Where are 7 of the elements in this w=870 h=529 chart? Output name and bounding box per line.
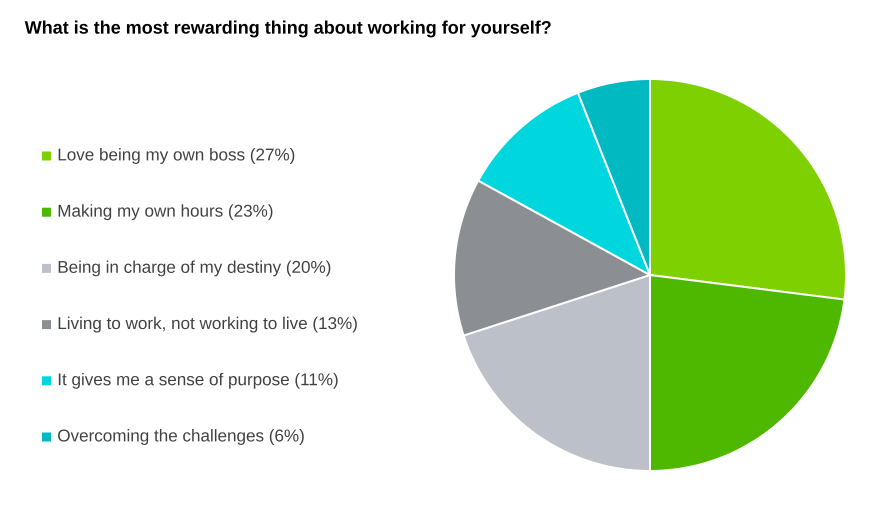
- legend-label: Making my own hours (23%): [58, 204, 272, 220]
- legend-label: Being in charge of my destiny (20%): [58, 260, 330, 276]
- legend-label: Overcoming the challenges (6%): [58, 429, 304, 445]
- legend-label: Living to work, not working to live (13%): [58, 316, 357, 333]
- legend-label: It gives me a sense of purpose (11%): [58, 372, 338, 389]
- legend-label: Love being my own boss (27%): [58, 148, 294, 164]
- chart-title: What is the most rewarding thing about working for yourself?: [24, 20, 551, 38]
